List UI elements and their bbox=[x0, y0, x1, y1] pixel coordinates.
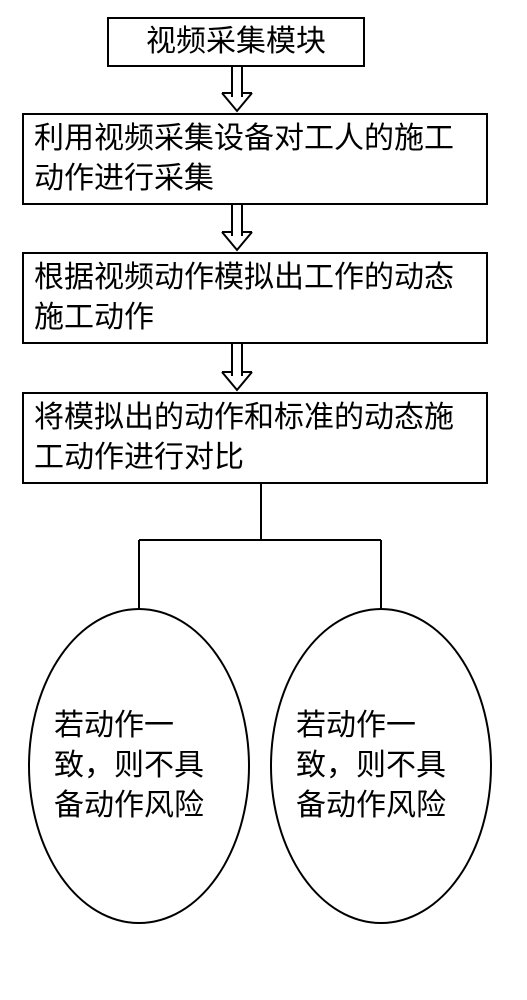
node-simulate-actions: 根据视频动作模拟出工作的动态施工动作 bbox=[22, 252, 488, 344]
node-compare-actions: 将模拟出的动作和标准的动态施工动作进行对比 bbox=[22, 392, 488, 484]
node-text: 利用视频采集设备对工人的施工动作进行采集 bbox=[34, 119, 476, 199]
node-video-capture-module: 视频采集模块 bbox=[107, 17, 365, 67]
arrow-2 bbox=[222, 205, 252, 250]
arrow-1 bbox=[222, 67, 252, 111]
node-text: 若动作一致，则不具备动作风险 bbox=[296, 706, 466, 826]
node-result-right: 若动作一致，则不具备动作风险 bbox=[270, 608, 492, 924]
node-result-left: 若动作一致，则不具备动作风险 bbox=[28, 608, 250, 924]
node-text: 将模拟出的动作和标准的动态施工动作进行对比 bbox=[34, 398, 476, 478]
node-text: 若动作一致，则不具备动作风险 bbox=[54, 706, 224, 826]
arrow-3 bbox=[222, 344, 252, 390]
fork-connector bbox=[139, 484, 381, 608]
node-text: 视频采集模块 bbox=[146, 22, 326, 62]
node-text: 根据视频动作模拟出工作的动态施工动作 bbox=[34, 258, 476, 338]
node-capture-worker-actions: 利用视频采集设备对工人的施工动作进行采集 bbox=[22, 113, 488, 205]
